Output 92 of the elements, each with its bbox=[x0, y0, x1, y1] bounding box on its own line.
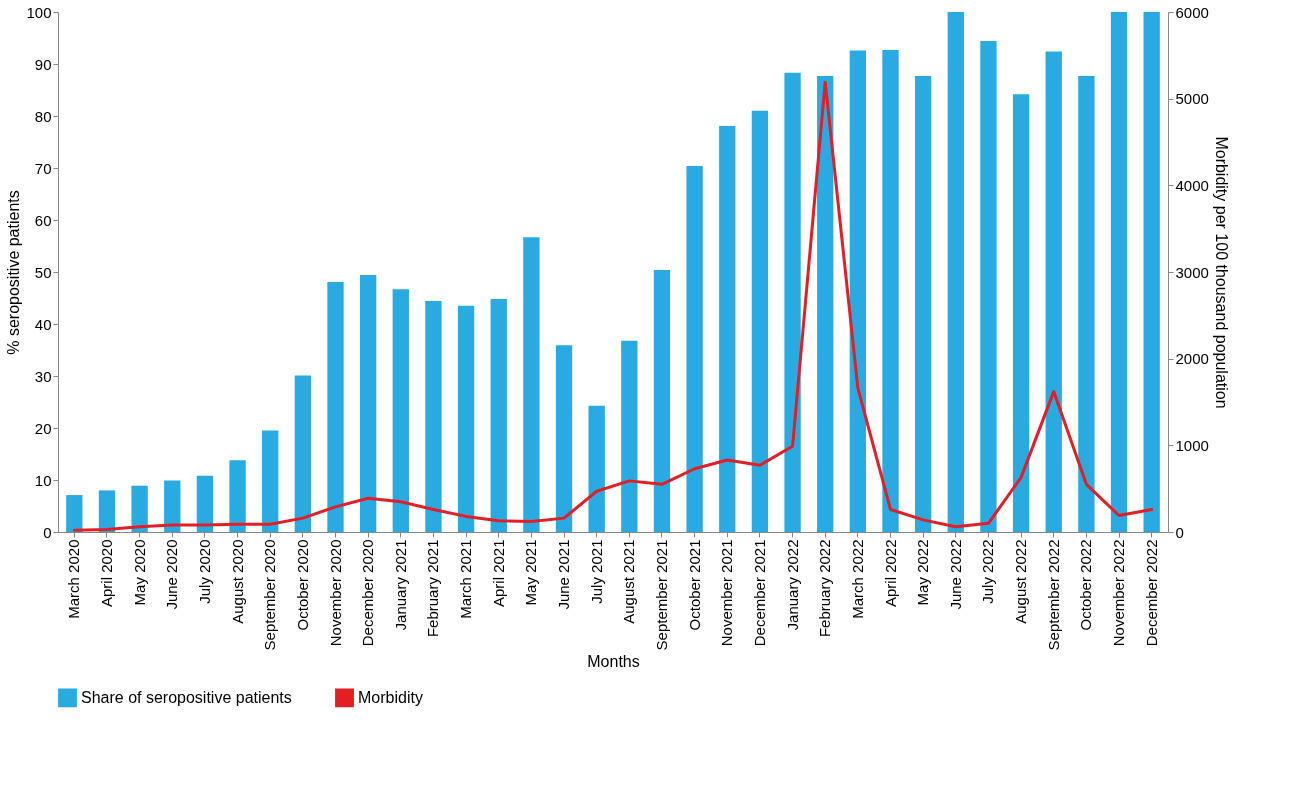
x-tick-label: September 2021 bbox=[652, 539, 670, 651]
bar bbox=[425, 301, 442, 532]
bar bbox=[359, 275, 377, 532]
bar bbox=[555, 345, 573, 532]
y2-tick-label: 4000 bbox=[1175, 176, 1209, 194]
legend-label: Share of seropositive patients bbox=[81, 688, 292, 706]
y2-tick-label: 0 bbox=[1175, 523, 1184, 541]
x-tick-label: June 2022 bbox=[946, 539, 964, 610]
y-tick-label: 60 bbox=[34, 211, 52, 229]
bar bbox=[849, 50, 867, 532]
bar bbox=[882, 49, 899, 532]
x-tick-label: January 2022 bbox=[783, 539, 801, 631]
bar bbox=[327, 281, 344, 532]
x-tick-label: March 2021 bbox=[457, 539, 475, 619]
x-tick-label: July 2021 bbox=[587, 539, 605, 604]
x-tick-label: April 2020 bbox=[97, 539, 115, 608]
bar bbox=[817, 75, 834, 532]
y2-tick-label: 5000 bbox=[1175, 90, 1209, 108]
y2-tick-label: 1000 bbox=[1175, 436, 1209, 454]
y-tick-label: 30 bbox=[34, 367, 52, 385]
x-tick-label: October 2020 bbox=[293, 539, 311, 631]
x-tick-label: February 2021 bbox=[424, 539, 442, 638]
x-tick-label: April 2021 bbox=[489, 539, 507, 608]
bar bbox=[1110, 12, 1128, 532]
bar bbox=[653, 269, 671, 532]
x-tick-label: March 2020 bbox=[65, 539, 83, 619]
x-tick-label: November 2021 bbox=[718, 539, 736, 647]
bar bbox=[1012, 94, 1030, 532]
bar bbox=[1078, 75, 1095, 532]
x-tick-label: October 2021 bbox=[685, 539, 703, 631]
y2-tick-label: 6000 bbox=[1175, 3, 1209, 21]
x-tick-label: October 2022 bbox=[1077, 539, 1095, 631]
bar bbox=[947, 12, 964, 532]
legend-label: Morbidity bbox=[358, 688, 423, 706]
bar bbox=[686, 165, 703, 532]
x-tick-label: December 2020 bbox=[359, 539, 377, 647]
bar bbox=[131, 485, 148, 532]
bar bbox=[262, 430, 279, 532]
x-axis-title: Months bbox=[587, 653, 640, 671]
x-tick-label: February 2022 bbox=[816, 539, 834, 638]
y2-tick-label: 3000 bbox=[1175, 263, 1209, 281]
bar bbox=[1143, 12, 1160, 532]
bar bbox=[66, 495, 83, 532]
x-tick-label: June 2021 bbox=[555, 539, 573, 610]
x-tick-label: January 2021 bbox=[391, 539, 409, 631]
y-tick-label: 100 bbox=[26, 3, 52, 21]
bar bbox=[294, 375, 312, 532]
bar bbox=[490, 299, 507, 532]
x-tick-label: June 2020 bbox=[163, 539, 181, 610]
x-tick-label: May 2020 bbox=[130, 539, 148, 606]
y-tick-label: 20 bbox=[34, 419, 52, 437]
bar bbox=[719, 125, 736, 532]
y-tick-label: 80 bbox=[34, 107, 52, 125]
line-series bbox=[72, 80, 1154, 532]
x-tick-label: March 2022 bbox=[848, 539, 866, 619]
x-tick-label: July 2020 bbox=[195, 539, 213, 604]
x-tick-label: December 2022 bbox=[1142, 539, 1160, 647]
y-axis-title: % seropositive patients bbox=[5, 190, 23, 355]
x-tick-label: May 2022 bbox=[914, 539, 932, 606]
x-tick-label: July 2022 bbox=[979, 539, 997, 604]
bar bbox=[751, 110, 769, 532]
x-tick-label: September 2020 bbox=[261, 539, 279, 651]
bar bbox=[980, 41, 997, 532]
y2-axis-title: Morbidity per 100 thousand population bbox=[1212, 136, 1230, 409]
y-tick-label: 0 bbox=[43, 523, 52, 541]
y-tick-label: 70 bbox=[34, 159, 52, 177]
x-tick-label: August 2020 bbox=[228, 539, 246, 624]
bar bbox=[621, 340, 638, 532]
x-tick-label: August 2021 bbox=[620, 539, 638, 624]
bar bbox=[523, 237, 540, 532]
x-tick-label: August 2022 bbox=[1012, 539, 1030, 624]
bar bbox=[196, 475, 214, 532]
bar bbox=[164, 480, 181, 532]
bar bbox=[784, 72, 801, 532]
y-tick-label: 40 bbox=[34, 315, 52, 333]
y-tick-label: 90 bbox=[34, 55, 52, 73]
y2-tick-label: 2000 bbox=[1175, 350, 1209, 368]
bar bbox=[588, 405, 605, 532]
bar bbox=[392, 289, 409, 532]
x-tick-label: May 2021 bbox=[522, 539, 540, 606]
bar bbox=[914, 75, 932, 532]
x-tick-label: April 2022 bbox=[881, 539, 899, 608]
y-tick-label: 50 bbox=[34, 263, 52, 281]
bar bbox=[1045, 51, 1062, 532]
y-tick-label: 10 bbox=[34, 471, 52, 489]
x-tick-label: December 2021 bbox=[750, 539, 768, 647]
bar bbox=[229, 460, 246, 532]
x-tick-label: September 2022 bbox=[1044, 539, 1062, 651]
bar bbox=[457, 305, 475, 532]
x-tick-label: November 2020 bbox=[326, 539, 344, 647]
bar bbox=[98, 490, 116, 532]
x-tick-label: November 2022 bbox=[1110, 539, 1128, 647]
